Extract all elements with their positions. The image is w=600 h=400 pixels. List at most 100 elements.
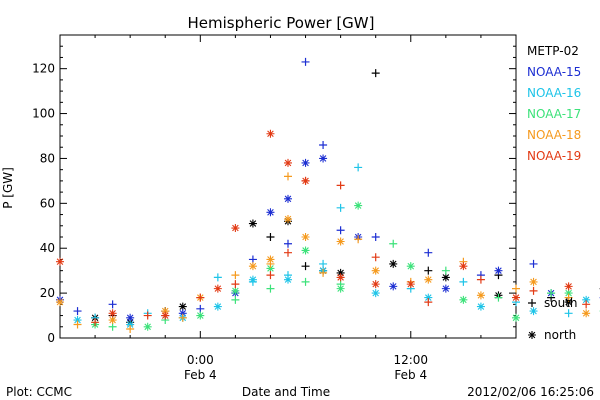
north-point <box>73 316 82 325</box>
north-point <box>143 322 152 331</box>
south-point <box>319 259 328 268</box>
series-legend: METP-02 NOAA-15 NOAA-16 NOAA-17 NOAA-18 NOAA-… <box>527 44 581 163</box>
legend-item-noaa-17: NOAA-17 <box>527 107 581 121</box>
north-point <box>336 284 345 293</box>
north-point <box>248 275 257 284</box>
south-point <box>336 181 345 190</box>
south-point <box>336 203 345 212</box>
x-tick-date-label: Feb 4 <box>394 368 427 382</box>
south-point <box>529 259 538 268</box>
y-tick-label: 40 <box>40 241 55 255</box>
south-point <box>231 295 240 304</box>
y-axis: 0 20 40 60 80 100 120 <box>32 45 516 345</box>
series-noaa-15 <box>56 57 600 322</box>
plot-points <box>56 57 600 334</box>
north-point <box>319 154 328 163</box>
y-tick-label: 60 <box>40 196 55 210</box>
footer-timestamp: 2012/02/06 16:25:06 <box>467 385 594 399</box>
north-point <box>389 259 398 268</box>
north-point <box>56 298 64 307</box>
series-noaa-16 <box>73 163 591 329</box>
north-point <box>476 302 485 311</box>
north-point <box>406 280 415 289</box>
north-point <box>196 311 205 320</box>
south-point <box>126 325 135 334</box>
north-point <box>284 158 292 167</box>
south-point <box>301 277 310 286</box>
south-point <box>354 235 363 244</box>
south-point <box>266 271 275 280</box>
north-point <box>108 309 117 318</box>
south-point <box>424 266 433 275</box>
north-point <box>301 246 310 255</box>
north-point <box>476 291 485 300</box>
north-point <box>248 219 257 228</box>
north-point <box>178 309 187 318</box>
north-point <box>266 264 275 273</box>
north-point <box>424 275 433 284</box>
south-point <box>284 172 292 181</box>
south-point <box>547 289 556 298</box>
north-point <box>406 262 415 271</box>
south-point <box>73 307 82 316</box>
south-point <box>371 69 380 78</box>
south-point <box>108 322 117 331</box>
south-point <box>319 268 328 277</box>
north-point <box>56 257 64 266</box>
south-point <box>494 293 503 302</box>
north-point <box>529 307 538 316</box>
north-point <box>301 233 310 241</box>
south-point <box>231 271 240 280</box>
south-point <box>371 253 380 262</box>
south-point <box>266 284 275 293</box>
south-point <box>582 300 591 309</box>
north-point <box>213 302 222 311</box>
north-point <box>336 268 345 277</box>
north-point <box>231 224 240 233</box>
north-point <box>441 284 450 293</box>
north-point <box>424 293 433 302</box>
north-point <box>494 266 503 275</box>
north-point <box>582 309 591 318</box>
north-point <box>354 201 363 210</box>
south-point <box>213 273 222 282</box>
south-point <box>178 313 187 322</box>
north-point <box>301 158 310 167</box>
y-tick-label: 80 <box>40 151 55 165</box>
south-point <box>336 226 345 235</box>
north-point <box>301 176 310 185</box>
y-tick-label: 0 <box>47 331 55 345</box>
north-point <box>512 293 520 302</box>
north-point <box>126 320 135 329</box>
south-point <box>196 293 205 302</box>
south-point <box>371 233 380 241</box>
north-point <box>266 208 275 217</box>
north-point <box>459 295 468 304</box>
plot-frame <box>59 34 517 339</box>
north-point <box>512 313 520 322</box>
south-point <box>476 275 485 284</box>
south-point <box>529 286 538 295</box>
south-point <box>248 255 257 264</box>
footer-plot-source: Plot: CCMC <box>6 385 72 399</box>
north-point <box>336 273 345 282</box>
series-metp-02 <box>91 69 600 327</box>
legend-item-noaa-18: NOAA-18 <box>527 128 581 142</box>
series-noaa-19 <box>56 129 591 327</box>
south-point <box>389 239 398 248</box>
legend-item-metp-02: METP-02 <box>527 44 579 58</box>
north-point <box>248 262 257 271</box>
south-point <box>73 320 82 329</box>
south-point <box>301 57 310 66</box>
north-point <box>459 262 468 271</box>
legend-item-noaa-19: NOAA-19 <box>527 149 581 163</box>
south-point <box>424 248 433 257</box>
north-point <box>161 311 170 320</box>
south-point <box>319 140 328 149</box>
south-point <box>459 277 468 286</box>
north-point <box>231 286 240 295</box>
north-point <box>178 302 187 311</box>
north-point <box>371 289 380 298</box>
north-point <box>441 273 450 282</box>
